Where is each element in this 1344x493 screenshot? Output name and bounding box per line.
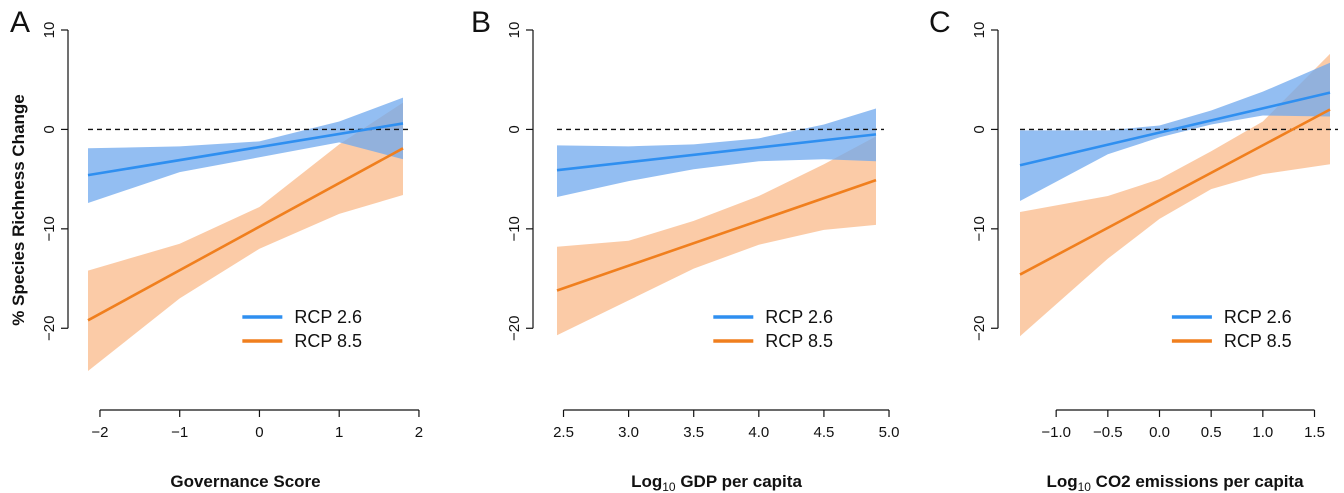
panel-b: B 10 0 −10 −20 2.5 3.0 3.5 4.0 4.5 5.0 Log10 GDP pe… [471, 6, 899, 493]
rcp85-confidence-band [1020, 53, 1330, 337]
y-tick-label: −20 [506, 316, 523, 341]
x-tick-label: 3.5 [683, 424, 704, 441]
x-tick-label: 0 [255, 424, 263, 441]
panel-letter: B [471, 6, 491, 39]
panel-c: C 10 0 −10 −20 −1.0 −0.5 0.0 0.5 1.0 1.5 Log10 CO2 … [929, 6, 1338, 493]
y-tick-label: 0 [41, 125, 58, 133]
x-axis-title: Log10 CO2 emissions per capita [1046, 472, 1304, 493]
x-tick-label: 0.0 [1149, 424, 1170, 441]
y-tick-label: −20 [41, 316, 58, 341]
rcp85-trend-line [1019, 108, 1331, 276]
x-tick-label: −0.5 [1093, 424, 1123, 441]
x-tick-label: 0.5 [1201, 424, 1222, 441]
x-tick-label: 2.5 [553, 424, 574, 441]
x-tick-label: 5.0 [879, 424, 900, 441]
x-tick-label: 1.0 [1252, 424, 1273, 441]
x-tick-label: 2 [415, 424, 423, 441]
y-axis-title: % Species Richness Change [9, 94, 28, 325]
x-axis-title: Governance Score [170, 472, 320, 491]
legend-rcp85-label: RCP 8.5 [1224, 331, 1292, 351]
legend-rcp26-label: RCP 2.6 [765, 307, 833, 327]
panel-letter: C [929, 6, 951, 39]
x-axis-title: Log10 GDP per capita [631, 472, 802, 493]
y-tick-label: 10 [971, 22, 988, 39]
rcp26-trend-line [556, 133, 877, 172]
rcp26-trend-line [87, 122, 404, 177]
legend-rcp85-label: RCP 8.5 [765, 331, 833, 351]
x-tick-label: 4.5 [813, 424, 834, 441]
x-tick-label: −1.0 [1041, 424, 1071, 441]
legend-rcp85-label: RCP 8.5 [294, 331, 362, 351]
legend-rcp26-label: RCP 2.6 [294, 307, 362, 327]
rcp26-trend-line [1019, 91, 1331, 167]
y-tick-label: 10 [506, 22, 523, 39]
y-tick-label: −10 [971, 216, 988, 241]
panel-letter: A [10, 6, 30, 39]
y-tick-label: 10 [41, 22, 58, 39]
y-tick-label: −20 [971, 316, 988, 341]
x-tick-label: 4.0 [748, 424, 769, 441]
rcp85-trend-line [556, 178, 877, 292]
x-tick-label: 1 [335, 424, 343, 441]
y-tick-label: 0 [506, 125, 523, 133]
rcp85-confidence-band [88, 102, 403, 372]
x-tick-label: −2 [91, 424, 108, 441]
y-tick-label: −10 [506, 216, 523, 241]
x-tick-label: −1 [171, 424, 188, 441]
x-tick-label: 1.5 [1304, 424, 1325, 441]
rcp85-trend-line [87, 147, 404, 322]
x-tick-label: 3.0 [618, 424, 639, 441]
y-tick-label: 0 [971, 125, 988, 133]
rcp26-confidence-band [1020, 62, 1330, 202]
y-tick-label: −10 [41, 216, 58, 241]
legend-rcp26-label: RCP 2.6 [1224, 307, 1292, 327]
